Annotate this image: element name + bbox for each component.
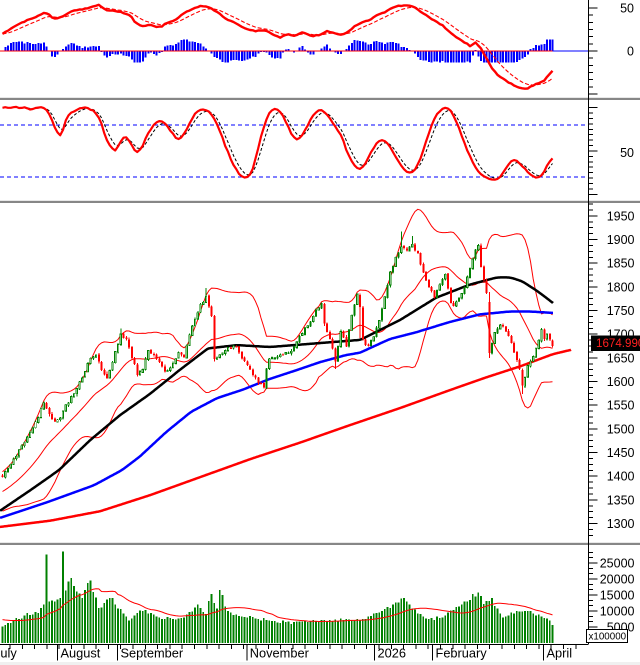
svg-text:50: 50: [620, 2, 634, 16]
svg-text:April: April: [547, 646, 573, 661]
svg-text:x100000: x100000: [589, 632, 627, 643]
svg-text:August: August: [61, 646, 101, 661]
svg-text:1350: 1350: [607, 493, 635, 507]
svg-text:1600: 1600: [607, 375, 635, 389]
svg-text:15000: 15000: [600, 589, 635, 603]
svg-text:1900: 1900: [607, 233, 635, 247]
svg-text:1400: 1400: [607, 470, 635, 484]
svg-text:2026: 2026: [378, 646, 406, 661]
svg-text:February: February: [436, 646, 488, 661]
svg-text:25000: 25000: [600, 557, 635, 571]
svg-text:0: 0: [627, 45, 634, 59]
svg-text:1550: 1550: [607, 399, 635, 413]
svg-text:20000: 20000: [600, 573, 635, 587]
svg-text:November: November: [250, 646, 310, 661]
svg-text:1450: 1450: [607, 446, 635, 460]
svg-text:10000: 10000: [600, 605, 635, 619]
svg-text:1300: 1300: [607, 517, 635, 531]
svg-text:1850: 1850: [607, 257, 635, 271]
svg-text:50: 50: [620, 146, 634, 160]
svg-text:September: September: [121, 646, 184, 661]
svg-text:1800: 1800: [607, 280, 635, 294]
svg-text:1750: 1750: [607, 304, 635, 318]
svg-text:1950: 1950: [607, 209, 635, 223]
svg-text:July: July: [0, 646, 17, 661]
svg-text:1500: 1500: [607, 422, 635, 436]
svg-text:1650: 1650: [607, 351, 635, 365]
svg-text:1674.990: 1674.990: [596, 337, 640, 350]
